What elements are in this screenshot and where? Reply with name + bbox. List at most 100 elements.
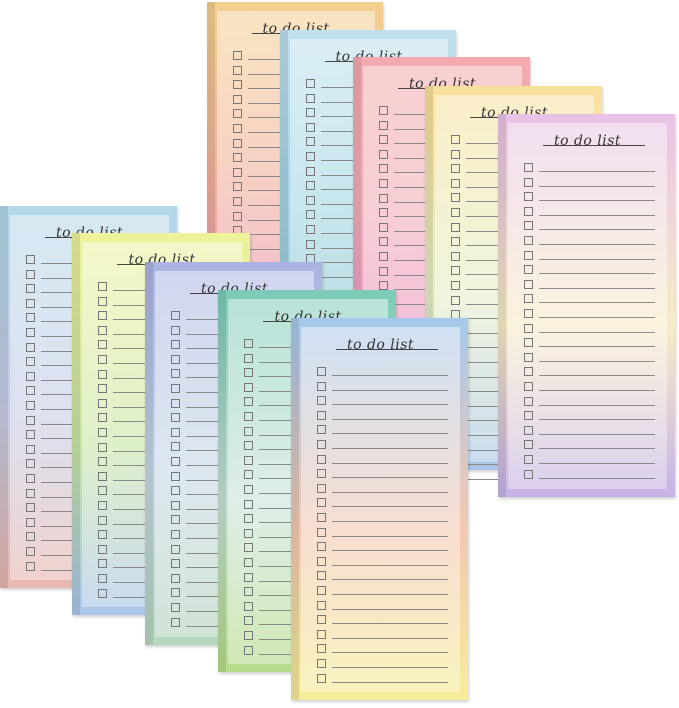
checkbox-icon	[98, 442, 107, 452]
checklist-row	[524, 469, 655, 482]
checkbox-icon	[171, 413, 180, 423]
checkbox-icon	[451, 135, 460, 144]
checkbox-icon	[98, 369, 107, 379]
checkbox-icon	[26, 328, 35, 337]
checkbox-icon	[26, 444, 35, 454]
checklist-row	[317, 527, 448, 540]
checkbox-icon	[98, 501, 107, 510]
checkbox-icon	[98, 340, 107, 350]
title-underline	[542, 145, 645, 146]
checkbox-icon	[233, 197, 242, 206]
checkbox-icon	[379, 252, 388, 261]
checkbox-icon	[171, 354, 180, 364]
checkbox-icon	[524, 425, 533, 435]
checklist-row	[317, 440, 448, 452]
checkbox-icon	[524, 177, 533, 187]
write-line	[332, 637, 448, 639]
write-line	[332, 521, 448, 522]
checkbox-icon	[306, 181, 315, 191]
checkbox-icon	[171, 325, 180, 335]
checkbox-icon	[233, 182, 242, 192]
checklist-row	[524, 192, 655, 204]
checkbox-icon	[379, 193, 388, 203]
checkbox-icon	[524, 323, 533, 333]
checkbox-icon	[26, 517, 35, 527]
checkbox-icon	[317, 483, 326, 493]
write-line	[332, 491, 448, 493]
checkbox-icon	[451, 149, 460, 159]
checkbox-icon	[26, 357, 35, 367]
write-line	[332, 462, 448, 464]
checkbox-icon	[171, 573, 180, 583]
pad-sheet: to do list	[301, 327, 460, 692]
checkbox-icon	[233, 80, 242, 90]
checkbox-icon	[244, 514, 253, 524]
checklist-row	[317, 644, 448, 656]
checkbox-icon	[98, 544, 107, 554]
checkbox-icon	[171, 369, 180, 379]
checkbox-icon	[98, 559, 107, 569]
write-line	[332, 477, 448, 479]
checkbox-icon	[26, 474, 35, 483]
checkbox-icon	[317, 542, 326, 552]
pink-yellow-purple-pad: to do list	[498, 114, 675, 497]
checkbox-icon	[244, 558, 253, 567]
checkbox-icon	[524, 294, 533, 304]
checklist-row	[524, 396, 655, 409]
pad-title: to do list	[346, 337, 415, 353]
checkbox-icon	[306, 152, 315, 161]
pad-edge	[218, 290, 226, 672]
checkbox-icon	[244, 601, 253, 611]
checkbox-icon	[317, 410, 326, 420]
checkbox-icon	[26, 503, 35, 513]
write-line	[332, 667, 448, 668]
checkbox-icon	[98, 325, 107, 335]
write-line	[332, 506, 448, 508]
checkbox-icon	[451, 208, 460, 217]
checkbox-icon	[233, 153, 242, 163]
write-line	[539, 390, 655, 391]
checkbox-icon	[451, 237, 460, 247]
write-line	[539, 185, 655, 187]
checklist-row	[317, 600, 448, 613]
checkbox-icon	[317, 513, 326, 522]
pad-edge	[0, 206, 8, 588]
checklist-row	[524, 221, 655, 233]
write-line	[332, 623, 448, 625]
checkbox-icon	[26, 532, 35, 542]
checkbox-icon	[317, 527, 326, 537]
checklist-row	[317, 615, 448, 627]
checkbox-icon	[26, 488, 35, 498]
write-line	[539, 375, 655, 377]
write-line	[539, 404, 655, 406]
checkbox-icon	[98, 530, 107, 540]
checkbox-icon	[379, 237, 388, 247]
write-line	[332, 681, 448, 683]
checkbox-icon	[524, 367, 533, 377]
checkbox-icon	[317, 469, 326, 479]
checklist-row	[317, 556, 448, 569]
write-line	[539, 229, 655, 231]
title-underline	[335, 349, 438, 350]
checkbox-icon	[524, 455, 533, 464]
checkbox-icon	[244, 543, 253, 553]
write-line	[539, 317, 655, 318]
write-line	[332, 594, 448, 595]
checkbox-icon	[317, 425, 326, 435]
checkbox-icon	[244, 412, 253, 421]
write-line	[539, 302, 655, 304]
checklist-row	[524, 250, 655, 263]
checkbox-icon	[524, 206, 533, 216]
checkbox-icon	[451, 222, 460, 232]
checkbox-icon	[171, 384, 180, 393]
checkbox-icon	[379, 106, 388, 115]
checkbox-icon	[171, 442, 180, 452]
checklist-row	[317, 586, 448, 598]
checkbox-icon	[524, 279, 533, 289]
write-line	[332, 579, 448, 581]
checklist-row	[317, 498, 448, 510]
checkbox-icon	[524, 411, 533, 421]
checkbox-icon	[171, 340, 180, 350]
checkbox-icon	[306, 108, 315, 118]
write-line	[332, 448, 448, 449]
